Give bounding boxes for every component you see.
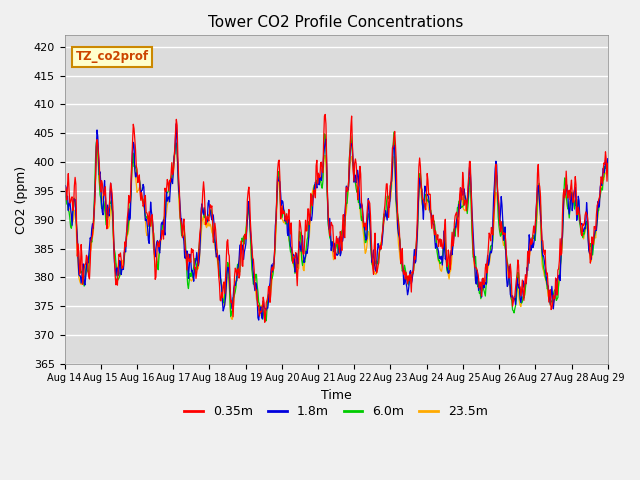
23.5m xyxy=(404,274,412,279)
0.35m xyxy=(127,197,134,203)
6.0m xyxy=(182,239,189,245)
6.0m xyxy=(261,318,269,324)
1.8m xyxy=(420,216,428,222)
X-axis label: Time: Time xyxy=(321,389,351,402)
6.0m xyxy=(127,201,134,207)
6.0m xyxy=(61,190,68,196)
1.8m xyxy=(70,197,78,203)
6.0m xyxy=(404,277,412,283)
Line: 1.8m: 1.8m xyxy=(65,123,608,320)
23.5m xyxy=(70,207,78,213)
0.35m xyxy=(211,228,218,233)
Y-axis label: CO2 (ppm): CO2 (ppm) xyxy=(15,166,28,234)
Line: 23.5m: 23.5m xyxy=(65,144,608,319)
0.35m xyxy=(604,160,612,166)
Legend: 0.35m, 1.8m, 6.0m, 23.5m: 0.35m, 1.8m, 6.0m, 23.5m xyxy=(179,400,493,423)
Text: TZ_co2prof: TZ_co2prof xyxy=(76,50,148,63)
Title: Tower CO2 Profile Concentrations: Tower CO2 Profile Concentrations xyxy=(209,15,464,30)
1.8m xyxy=(127,215,134,221)
0.35m xyxy=(182,248,189,254)
23.5m xyxy=(127,206,134,212)
1.8m xyxy=(255,317,262,323)
1.8m xyxy=(182,253,190,259)
1.8m xyxy=(173,120,180,126)
1.8m xyxy=(61,199,68,204)
1.8m xyxy=(211,235,219,241)
0.35m xyxy=(420,197,428,203)
1.8m xyxy=(404,292,412,298)
0.35m xyxy=(61,189,68,194)
23.5m xyxy=(182,255,190,261)
0.35m xyxy=(261,319,269,325)
6.0m xyxy=(70,195,78,201)
Line: 0.35m: 0.35m xyxy=(65,114,608,322)
0.35m xyxy=(70,183,78,189)
23.5m xyxy=(604,168,612,173)
23.5m xyxy=(172,141,179,146)
23.5m xyxy=(61,192,68,198)
6.0m xyxy=(420,207,428,213)
0.35m xyxy=(404,281,412,287)
6.0m xyxy=(390,129,398,135)
23.5m xyxy=(420,199,428,204)
6.0m xyxy=(604,166,612,172)
1.8m xyxy=(604,156,612,162)
Line: 6.0m: 6.0m xyxy=(65,132,608,321)
6.0m xyxy=(211,236,218,242)
23.5m xyxy=(211,243,219,249)
0.35m xyxy=(321,111,329,117)
23.5m xyxy=(228,316,236,322)
